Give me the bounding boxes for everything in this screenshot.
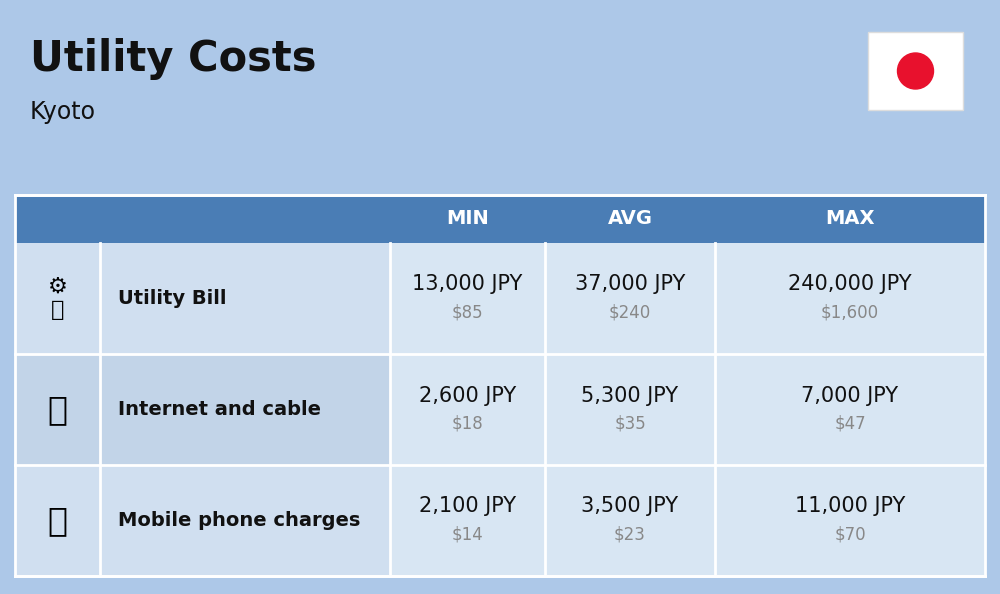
- FancyBboxPatch shape: [545, 354, 715, 465]
- Text: $35: $35: [614, 415, 646, 432]
- FancyBboxPatch shape: [390, 243, 545, 354]
- Text: 2,600 JPY: 2,600 JPY: [419, 386, 516, 406]
- Text: 📱: 📱: [48, 504, 68, 537]
- Text: 11,000 JPY: 11,000 JPY: [795, 497, 905, 517]
- FancyBboxPatch shape: [545, 243, 715, 354]
- Text: $1,600: $1,600: [821, 304, 879, 321]
- FancyBboxPatch shape: [15, 354, 985, 465]
- Circle shape: [898, 53, 934, 89]
- FancyBboxPatch shape: [15, 243, 985, 354]
- Text: 240,000 JPY: 240,000 JPY: [788, 274, 912, 295]
- Text: AVG: AVG: [608, 210, 652, 229]
- FancyBboxPatch shape: [715, 243, 985, 354]
- Text: MAX: MAX: [825, 210, 875, 229]
- Text: 3,500 JPY: 3,500 JPY: [581, 497, 679, 517]
- FancyBboxPatch shape: [715, 354, 985, 465]
- Text: Internet and cable: Internet and cable: [118, 400, 321, 419]
- FancyBboxPatch shape: [868, 32, 963, 110]
- Text: $70: $70: [834, 526, 866, 544]
- Text: $14: $14: [452, 526, 483, 544]
- Text: Utility Costs: Utility Costs: [30, 38, 316, 80]
- Text: Utility Bill: Utility Bill: [118, 289, 226, 308]
- Text: MIN: MIN: [446, 210, 489, 229]
- Text: 7,000 JPY: 7,000 JPY: [801, 386, 899, 406]
- FancyBboxPatch shape: [390, 354, 545, 465]
- Text: ⚙
🔌: ⚙ 🔌: [48, 277, 68, 320]
- FancyBboxPatch shape: [545, 465, 715, 576]
- FancyBboxPatch shape: [15, 195, 985, 243]
- Text: 📡: 📡: [48, 393, 68, 426]
- FancyBboxPatch shape: [715, 465, 985, 576]
- Text: Kyoto: Kyoto: [30, 100, 96, 124]
- Text: $85: $85: [452, 304, 483, 321]
- Text: 13,000 JPY: 13,000 JPY: [412, 274, 523, 295]
- FancyBboxPatch shape: [390, 465, 545, 576]
- Text: Mobile phone charges: Mobile phone charges: [118, 511, 360, 530]
- Text: $18: $18: [452, 415, 483, 432]
- Text: 37,000 JPY: 37,000 JPY: [575, 274, 685, 295]
- Text: $23: $23: [614, 526, 646, 544]
- Text: $47: $47: [834, 415, 866, 432]
- Text: 2,100 JPY: 2,100 JPY: [419, 497, 516, 517]
- Text: 5,300 JPY: 5,300 JPY: [581, 386, 679, 406]
- Text: $240: $240: [609, 304, 651, 321]
- FancyBboxPatch shape: [15, 465, 985, 576]
